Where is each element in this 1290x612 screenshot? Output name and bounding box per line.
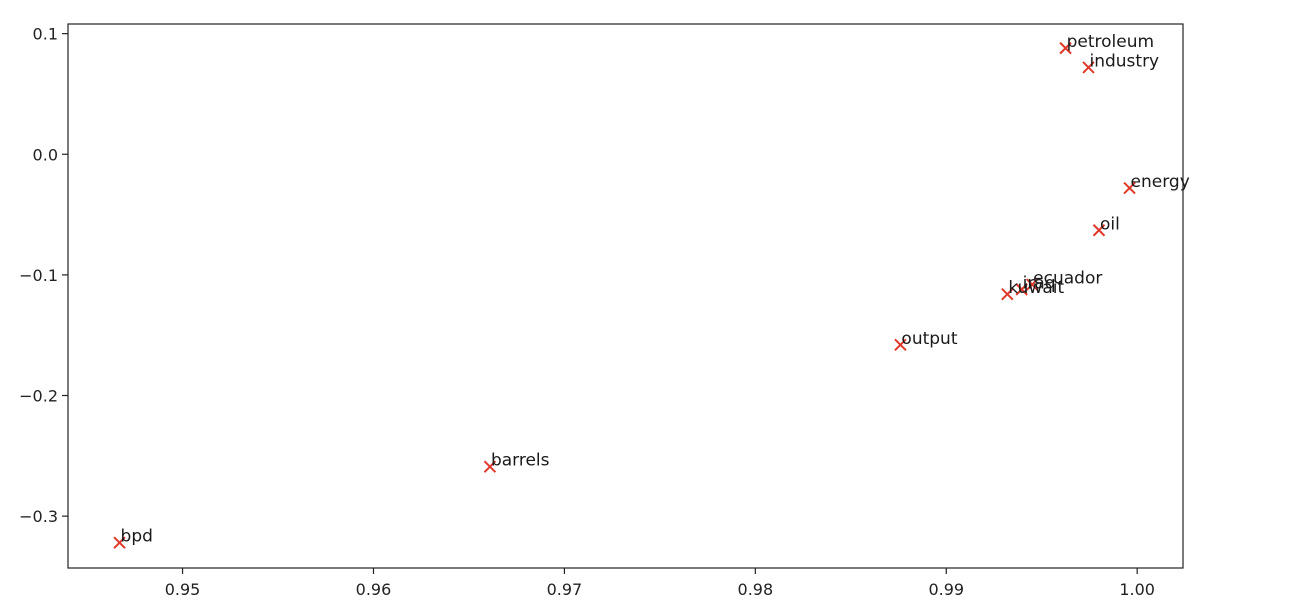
x-tick-label: 0.96 — [356, 580, 392, 599]
x-marker — [894, 338, 907, 352]
x-tick-label: 0.99 — [928, 580, 964, 599]
y-tick-label: 0.0 — [33, 145, 58, 164]
x-marker — [1059, 41, 1072, 55]
data-point-industry: industry — [1082, 51, 1159, 74]
plot-area — [67, 23, 1184, 569]
point-label: kuwait — [1008, 278, 1064, 298]
x-tick-label: 0.95 — [165, 580, 201, 599]
data-point-iraq: iraq — [1015, 273, 1056, 296]
x-marker — [1015, 283, 1028, 296]
data-point-petroleum: petroleum — [1059, 32, 1154, 55]
data-point-bpd: bpd — [113, 527, 153, 549]
point-label: barrels — [491, 451, 550, 471]
point-label: output — [901, 329, 957, 349]
point-label: bpd — [121, 527, 153, 547]
point-label: industry — [1089, 51, 1159, 71]
x-marker — [113, 536, 126, 549]
point-label: iraq — [1023, 273, 1056, 293]
y-axis: 0.1 0.0 −0.1 −0.2 −0.3 — [19, 25, 68, 526]
data-point-output: output — [894, 329, 958, 352]
data-point-oil: oil — [1092, 214, 1120, 237]
x-marker — [1025, 278, 1039, 291]
y-tick-label: −0.3 — [19, 507, 58, 526]
x-marker — [483, 460, 497, 473]
data-point-kuwait: kuwait — [1001, 278, 1064, 301]
point-label: energy — [1131, 172, 1190, 192]
x-marker — [1001, 287, 1014, 301]
x-axis: 0.95 0.96 0.97 0.98 0.99 1.00 — [165, 568, 1155, 599]
x-tick-label: 0.97 — [547, 580, 583, 599]
x-tick-label: 1.00 — [1119, 580, 1155, 599]
y-tick-label: −0.2 — [19, 387, 58, 406]
point-label: oil — [1100, 214, 1120, 234]
data-point-energy: energy — [1123, 172, 1190, 195]
point-label: ecuador — [1033, 269, 1102, 289]
x-marker — [1092, 224, 1106, 237]
y-tick-label: −0.1 — [19, 266, 58, 285]
x-marker — [1082, 61, 1095, 74]
y-tick-label: 0.1 — [33, 25, 58, 44]
data-point-barrels: barrels — [483, 451, 550, 473]
x-tick-label: 0.98 — [738, 580, 774, 599]
data-point-ecuador: ecuador — [1025, 269, 1102, 291]
x-marker — [1123, 181, 1136, 195]
point-label: petroleum — [1067, 32, 1154, 52]
